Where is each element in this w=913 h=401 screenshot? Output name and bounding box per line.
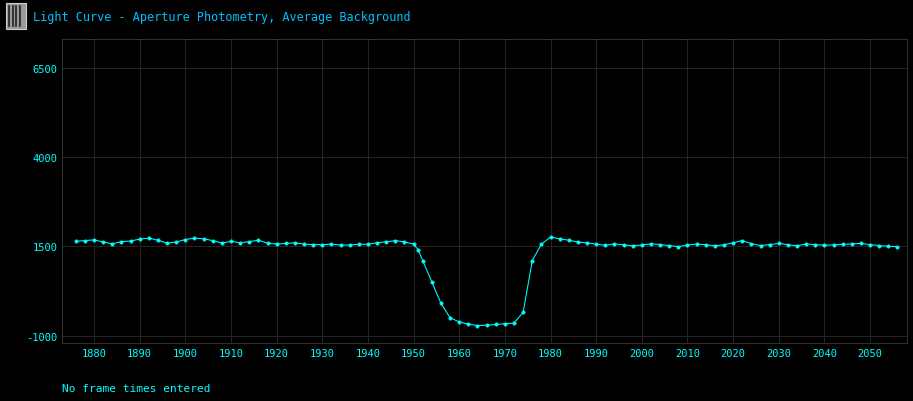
Text: No frame times entered: No frame times entered: [62, 383, 211, 393]
FancyBboxPatch shape: [6, 4, 26, 30]
Text: Light Curve - Aperture Photometry, Average Background: Light Curve - Aperture Photometry, Avera…: [33, 10, 411, 24]
